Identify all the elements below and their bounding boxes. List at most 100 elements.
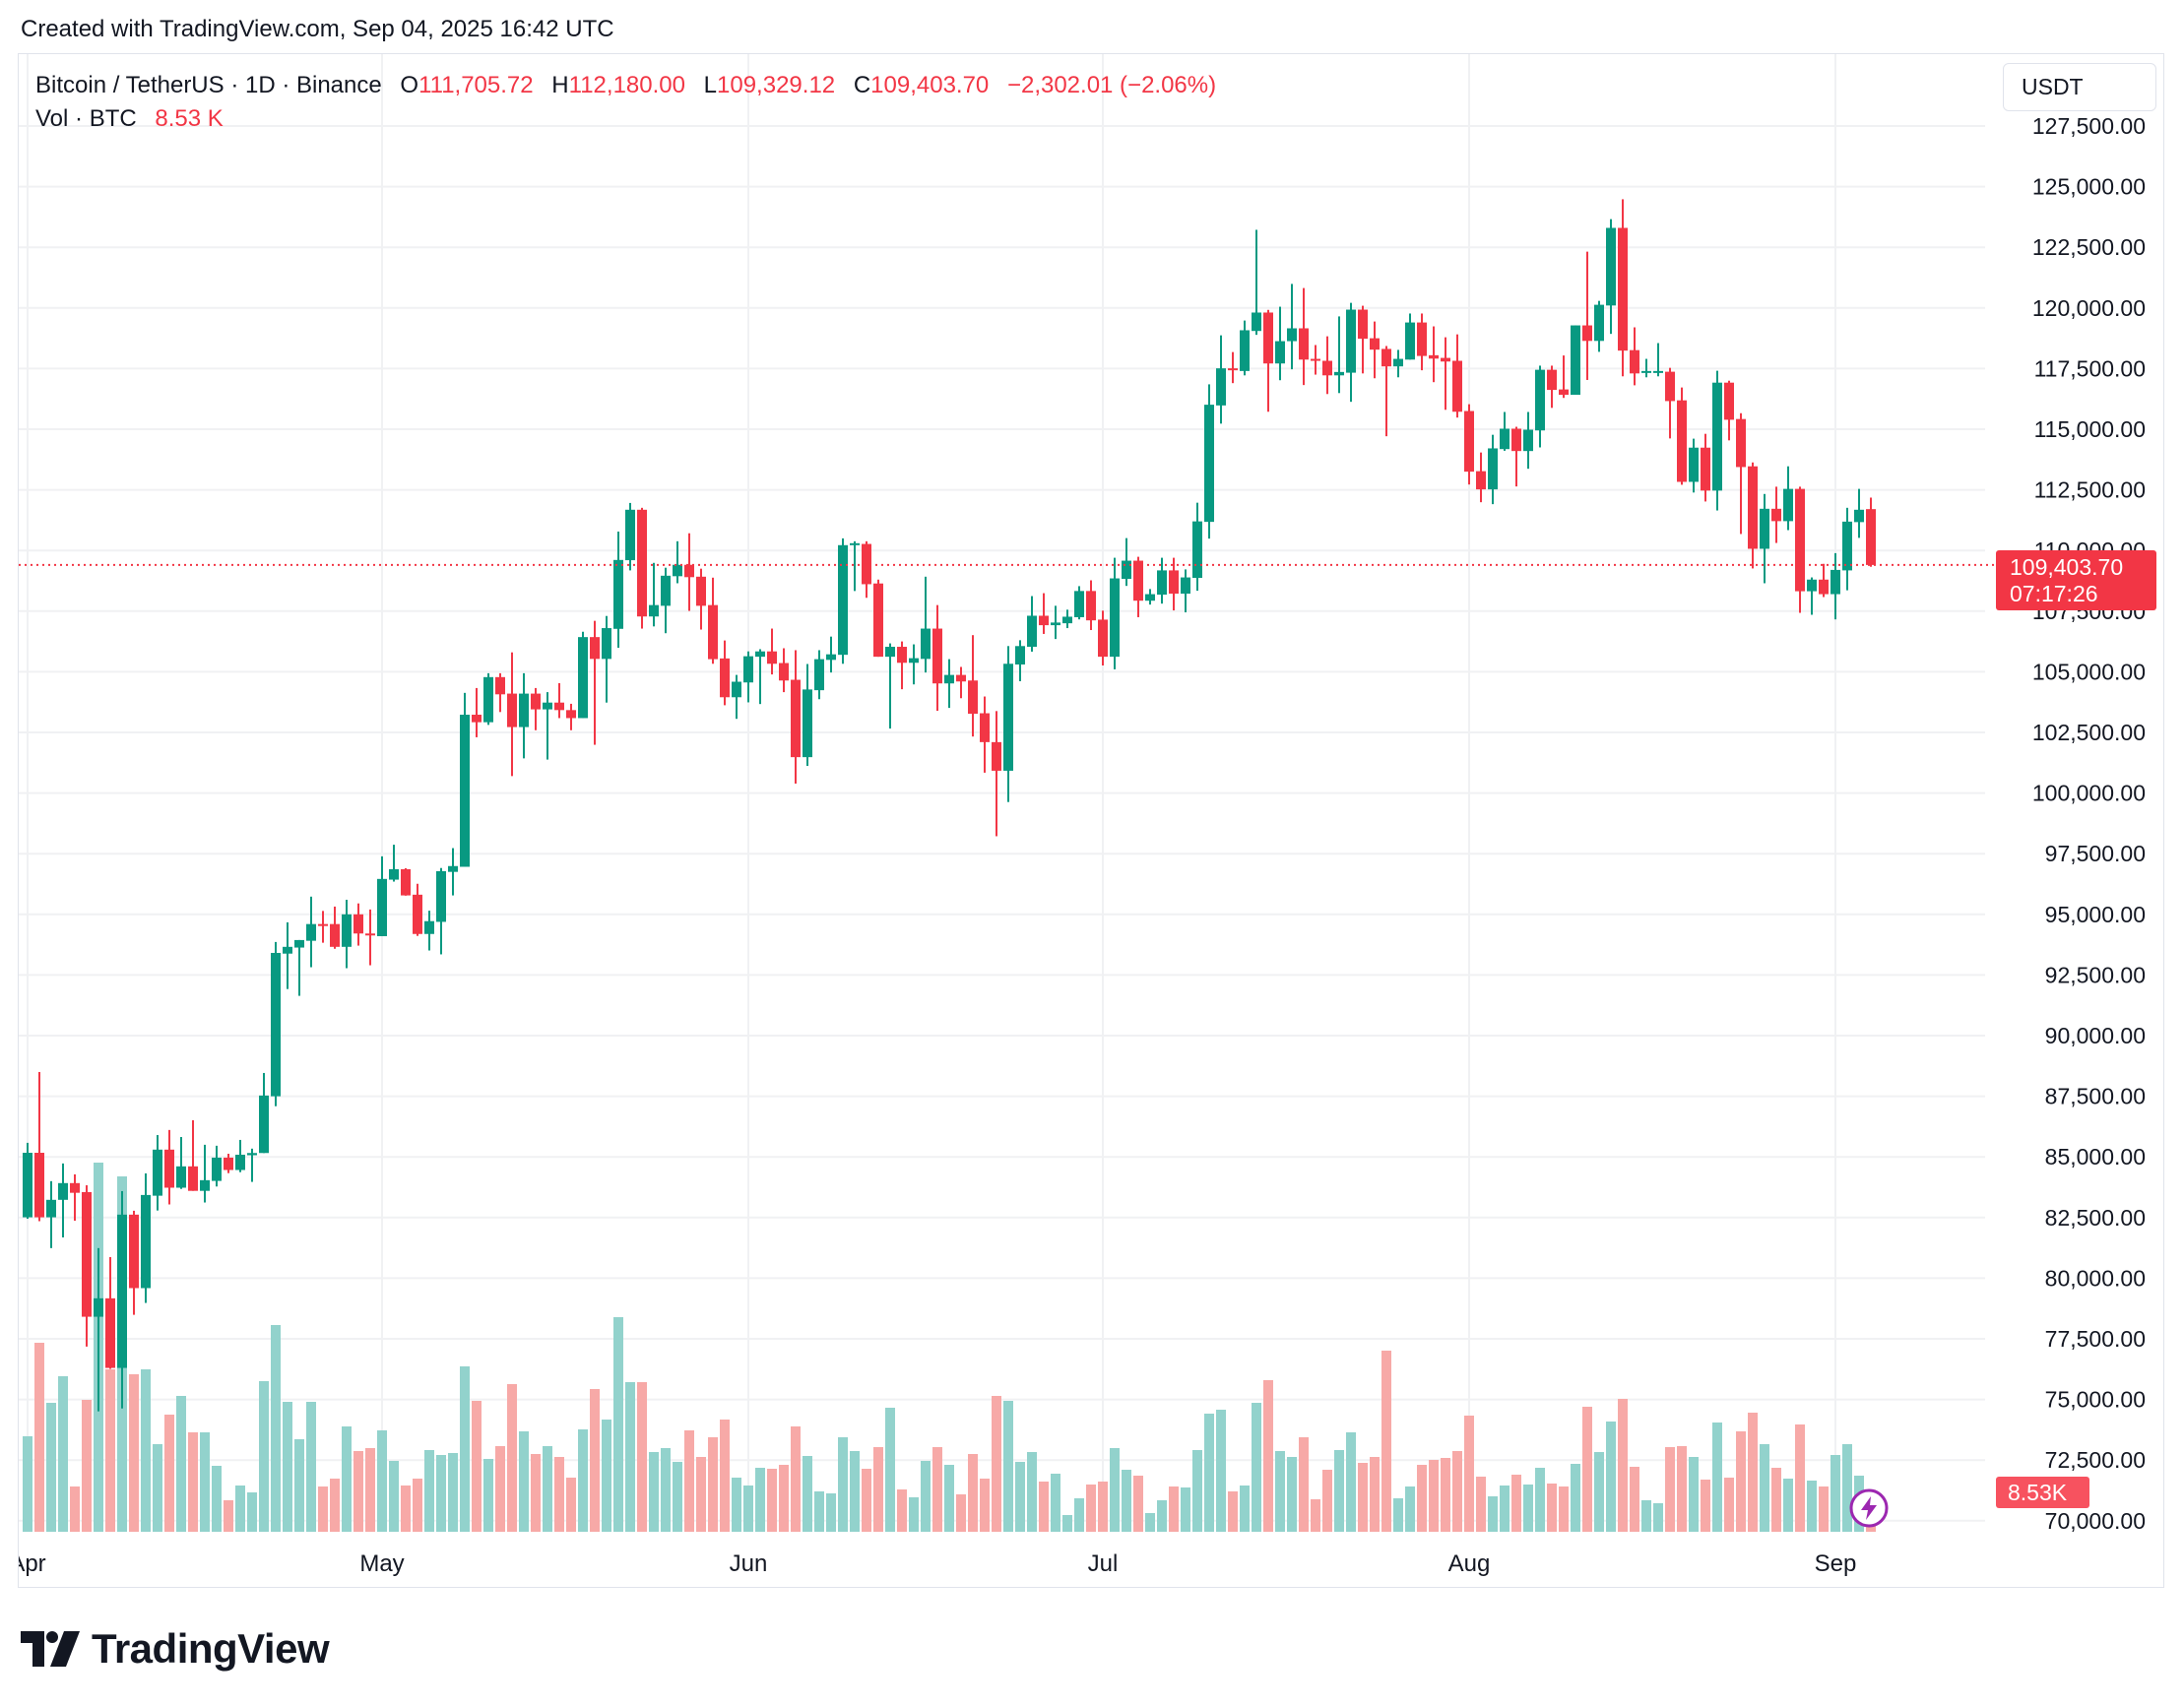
volume-bar xyxy=(602,1420,611,1532)
volume-bar xyxy=(413,1479,422,1532)
volume-bar xyxy=(1547,1484,1557,1532)
candle-body xyxy=(495,676,505,695)
candle-body xyxy=(720,658,730,698)
price-axis[interactable]: 127,500.00 125,000.00 122,500.00 120,000.00… xyxy=(2032,113,2146,1534)
volume-bar xyxy=(1204,1414,1214,1532)
volume-bar xyxy=(1051,1474,1060,1532)
price-tick-label: 105,000.00 xyxy=(2032,659,2146,684)
candle xyxy=(141,1172,151,1303)
volume-bar xyxy=(1192,1450,1202,1532)
candle xyxy=(613,531,623,649)
candle-body xyxy=(1807,579,1817,592)
volume-bar xyxy=(1807,1481,1817,1532)
candle-body xyxy=(1712,382,1722,491)
price-tick-label: 115,000.00 xyxy=(2034,416,2146,442)
candle-body xyxy=(1511,428,1521,452)
candle-body xyxy=(814,659,824,691)
volume-bar xyxy=(105,1369,115,1532)
candle xyxy=(46,1180,56,1248)
candle-body xyxy=(1322,360,1332,376)
volume-bar xyxy=(1086,1485,1096,1532)
candle-body xyxy=(23,1153,32,1218)
volume-bar xyxy=(543,1446,552,1532)
candle xyxy=(1311,345,1320,375)
candle-body xyxy=(566,710,576,719)
volume-bar xyxy=(1476,1477,1486,1532)
candle-wick xyxy=(558,682,560,719)
candle xyxy=(1346,302,1356,403)
candle-body xyxy=(377,878,387,936)
candle xyxy=(1370,321,1380,379)
candle-wick xyxy=(1255,229,1257,336)
candle-body xyxy=(401,868,411,896)
candle xyxy=(1027,596,1037,652)
candle xyxy=(767,628,777,675)
candle-body xyxy=(1842,521,1852,571)
candle-body xyxy=(1110,578,1120,658)
volume-bar xyxy=(1523,1485,1533,1532)
candle-body xyxy=(1122,560,1131,580)
candle-body xyxy=(1145,594,1155,601)
volume-bar xyxy=(743,1486,753,1532)
volume-label[interactable]: Vol · BTC xyxy=(35,105,137,132)
candle xyxy=(1381,346,1391,437)
candle-body xyxy=(1571,325,1580,396)
candle xyxy=(507,652,517,777)
candle xyxy=(1393,349,1403,378)
candle xyxy=(661,567,671,634)
volume-bar xyxy=(188,1432,198,1532)
candle xyxy=(483,672,493,726)
candle-body xyxy=(1192,521,1202,579)
candle xyxy=(377,855,387,936)
candle-wick xyxy=(676,540,678,584)
price-tick-label: 127,500.00 xyxy=(2032,113,2146,139)
time-tick-label: Jun xyxy=(730,1550,768,1577)
candle-wick xyxy=(204,1144,206,1203)
candle-body xyxy=(1748,466,1758,549)
time-tick-label: Apr xyxy=(9,1550,45,1577)
volume-bar xyxy=(1405,1486,1415,1532)
candle xyxy=(1429,326,1439,383)
symbol-title[interactable]: Bitcoin / TetherUS · 1D · Binance xyxy=(35,72,382,98)
volume-bar xyxy=(1618,1399,1628,1532)
candle xyxy=(543,692,552,760)
currency-button[interactable]: USDT xyxy=(2003,63,2156,111)
time-axis[interactable]: Apr May Jun Jul Aug Sep xyxy=(9,1550,1856,1577)
candle xyxy=(1133,556,1143,617)
candle-body xyxy=(164,1149,174,1188)
candle-body xyxy=(1547,369,1557,391)
candle xyxy=(873,579,883,658)
high-value: 112,180.00 xyxy=(568,72,685,98)
volume-bar xyxy=(944,1465,954,1532)
lightning-bolt-icon[interactable] xyxy=(1848,1487,1890,1529)
volume-bar xyxy=(590,1389,600,1532)
volume-bar xyxy=(1701,1480,1710,1532)
candle-body xyxy=(649,604,659,617)
candle-body xyxy=(1169,570,1179,595)
candle-wick xyxy=(1645,358,1647,378)
candle-wick xyxy=(1291,284,1293,370)
candle-body xyxy=(212,1157,222,1181)
volume-bar xyxy=(294,1439,304,1532)
volume-bar xyxy=(803,1456,812,1532)
legend-ohlc-row: Bitcoin / TetherUS · 1D · Binance O111,7… xyxy=(35,69,1216,102)
volume-bar xyxy=(1488,1496,1498,1532)
candle-body xyxy=(543,702,552,710)
volume-bar xyxy=(578,1429,588,1532)
volume-bar xyxy=(1452,1451,1462,1532)
volume-bar xyxy=(1783,1479,1793,1532)
volume-bar xyxy=(1181,1487,1190,1532)
low-label: L xyxy=(703,72,718,98)
volume-bar xyxy=(1122,1470,1131,1532)
candle-body xyxy=(1724,382,1734,420)
candle-body xyxy=(34,1153,44,1218)
candle xyxy=(330,906,340,949)
candle xyxy=(1535,365,1545,448)
volume-bar xyxy=(720,1420,730,1532)
volume-bar xyxy=(1287,1457,1297,1532)
tradingview-logo-icon xyxy=(21,1631,80,1667)
candle xyxy=(413,883,422,936)
tradingview-logo[interactable]: TradingView xyxy=(21,1624,330,1674)
price-tick-label: 102,500.00 xyxy=(2032,720,2146,745)
